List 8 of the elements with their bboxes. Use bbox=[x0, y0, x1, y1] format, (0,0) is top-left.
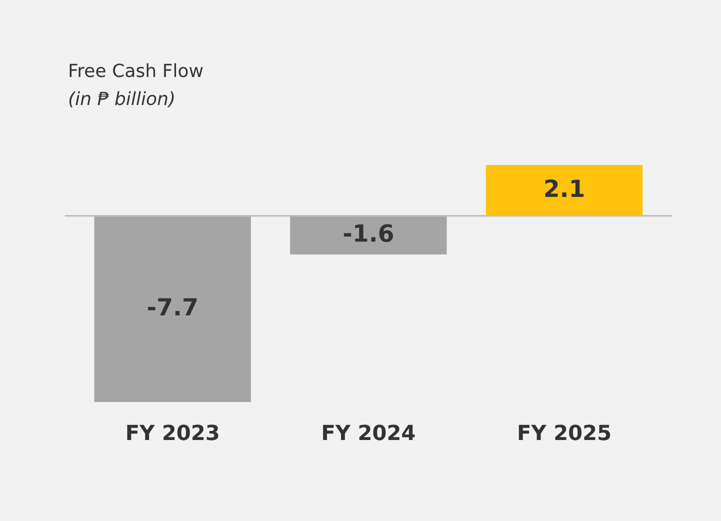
data-label: 2.1 bbox=[545, 179, 584, 197]
x-tick-label: FY 2024 bbox=[323, 424, 415, 440]
chart-title: Free Cash Flow bbox=[70, 63, 203, 78]
chart-subtitle: (in ₱ billion) bbox=[69, 91, 174, 108]
data-label: -1.6 bbox=[344, 224, 393, 242]
x-tick-label: FY 2023 bbox=[127, 424, 218, 440]
data-label: -7.7 bbox=[148, 298, 197, 316]
x-tick-label: FY 2025 bbox=[518, 424, 610, 440]
